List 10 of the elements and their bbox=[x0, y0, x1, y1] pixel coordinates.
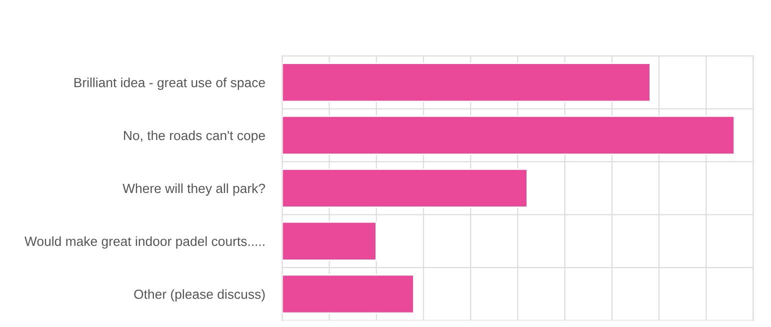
y-tick-label: Where will they all park? bbox=[122, 183, 266, 196]
bar bbox=[282, 62, 651, 102]
y-tick-label: No, the roads can't cope bbox=[124, 130, 265, 143]
bar bbox=[282, 274, 414, 314]
bar bbox=[282, 116, 735, 156]
y-tick-label: Other (please discuss) bbox=[134, 289, 265, 302]
bar bbox=[282, 221, 377, 261]
y-tick-label: Would make great indoor padel courts..... bbox=[24, 236, 264, 249]
y-tick-label: Brilliant idea - great use of space bbox=[74, 78, 265, 90]
bar bbox=[282, 168, 528, 208]
